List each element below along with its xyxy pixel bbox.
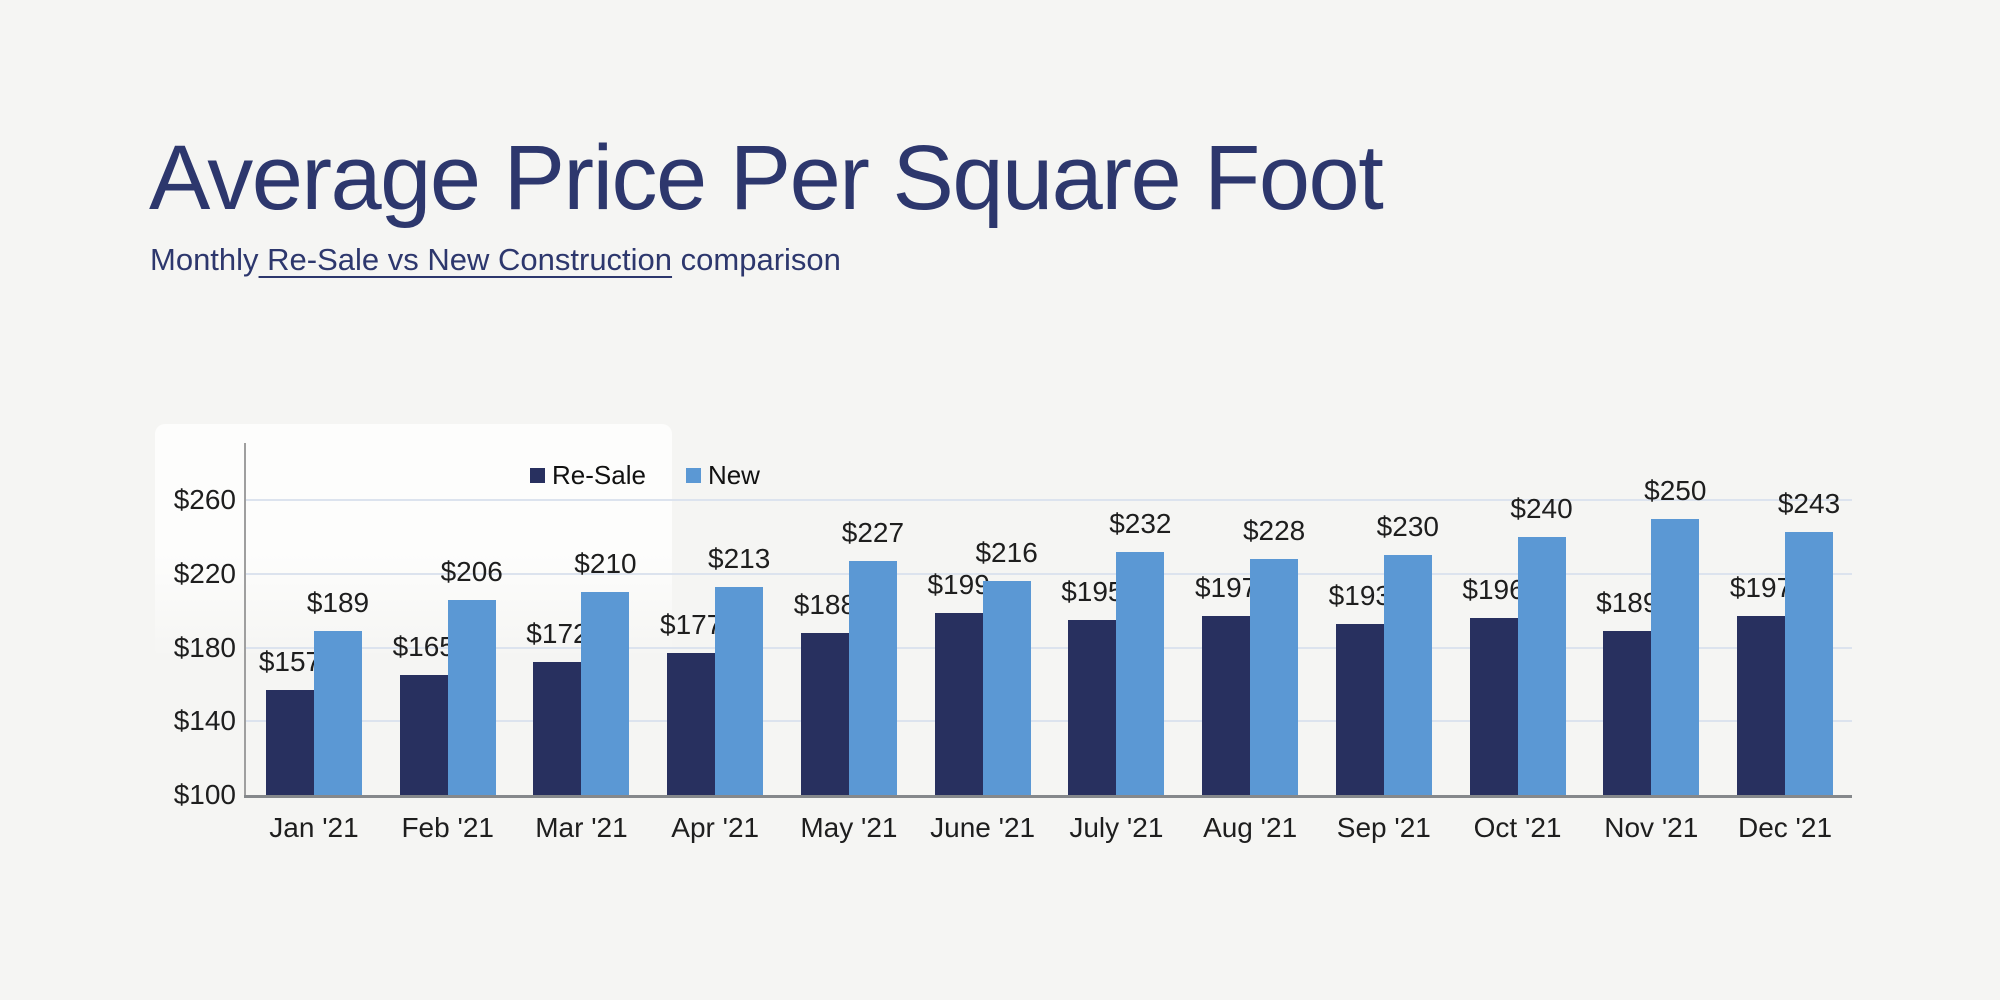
bar-value-label: $206 bbox=[440, 555, 503, 587]
bar-value-label: $232 bbox=[1109, 507, 1172, 539]
bar-value-label: $228 bbox=[1242, 515, 1306, 547]
legend-swatch-resale-icon bbox=[530, 467, 545, 483]
x-axis-label: Aug '21 bbox=[1203, 812, 1298, 843]
subtitle-suffix: comparison bbox=[672, 242, 841, 277]
bar-value-label: $188 bbox=[793, 588, 857, 620]
x-axis-label: Oct '21 bbox=[1473, 812, 1562, 843]
x-axis-label: Apr '21 bbox=[671, 812, 760, 843]
bar-re-sale-12 bbox=[1737, 616, 1786, 795]
x-axis-line bbox=[244, 795, 1852, 798]
bar-re-sale-3 bbox=[533, 662, 582, 795]
bar-value-label: $157 bbox=[258, 645, 322, 677]
bar-value-label: $250 bbox=[1644, 474, 1707, 506]
x-axis-label: Dec '21 bbox=[1737, 812, 1833, 843]
bar-new-10 bbox=[1517, 537, 1566, 795]
gridline bbox=[246, 646, 1852, 649]
x-axis-label: Feb '21 bbox=[401, 812, 494, 843]
bar-re-sale-11 bbox=[1603, 631, 1652, 795]
bar-re-sale-5 bbox=[800, 632, 849, 795]
bar-new-11 bbox=[1651, 518, 1700, 795]
bar-re-sale-8 bbox=[1202, 616, 1251, 795]
x-axis-label: July '21 bbox=[1069, 812, 1164, 843]
bar-re-sale-10 bbox=[1469, 618, 1518, 795]
x-axis-label: June '21 bbox=[930, 812, 1036, 843]
y-axis-label: $100 bbox=[173, 779, 236, 810]
bar-value-label: $243 bbox=[1777, 487, 1841, 519]
chart-legend: Re-Sale New bbox=[530, 460, 760, 490]
bar-re-sale-9 bbox=[1335, 623, 1384, 795]
bar-new-9 bbox=[1383, 555, 1432, 795]
bar-value-label: $172 bbox=[526, 618, 589, 650]
y-axis-label: $140 bbox=[173, 705, 236, 737]
bar-value-label: $193 bbox=[1328, 579, 1391, 611]
bar-value-label: $196 bbox=[1462, 574, 1525, 606]
x-axis-label: Jan '21 bbox=[269, 812, 359, 843]
gridline bbox=[246, 720, 1852, 723]
bar-value-label: $195 bbox=[1061, 575, 1124, 607]
gridline bbox=[246, 572, 1852, 575]
y-axis-label: $260 bbox=[173, 484, 236, 516]
bar-value-label: $230 bbox=[1376, 511, 1439, 543]
page-title: Average Price Per Square Foot bbox=[149, 127, 1384, 229]
bar-value-label: $197 bbox=[1729, 572, 1793, 604]
bar-re-sale-2 bbox=[399, 675, 448, 795]
bar-new-4 bbox=[715, 586, 764, 795]
bar-value-label: $227 bbox=[841, 517, 905, 548]
bar-value-label: $213 bbox=[708, 542, 771, 574]
bar-re-sale-1 bbox=[266, 689, 314, 795]
y-axis-label: $220 bbox=[173, 557, 236, 589]
x-axis-label: Nov '21 bbox=[1604, 812, 1699, 843]
bar-value-label: $177 bbox=[660, 609, 723, 641]
bar-value-label: $240 bbox=[1510, 493, 1573, 525]
bar-new-8 bbox=[1250, 559, 1299, 795]
bar-value-label: $216 bbox=[975, 537, 1038, 569]
legend-swatch-new-icon bbox=[685, 467, 701, 483]
bar-value-label: $210 bbox=[574, 548, 637, 580]
legend-item-new: New bbox=[685, 459, 760, 491]
y-axis-line bbox=[244, 443, 246, 798]
x-axis-label: Mar '21 bbox=[535, 812, 628, 843]
bar-new-6 bbox=[982, 581, 1031, 795]
x-axis-label: Sep '21 bbox=[1336, 812, 1431, 843]
bar-new-12 bbox=[1785, 531, 1834, 795]
bar-value-label: $197 bbox=[1194, 572, 1258, 604]
bar-value-label: $199 bbox=[927, 568, 990, 600]
bar-re-sale-6 bbox=[934, 612, 983, 795]
gridline bbox=[246, 499, 1852, 502]
x-axis-label: May '21 bbox=[800, 812, 898, 843]
bar-re-sale-4 bbox=[667, 653, 716, 795]
legend-label-new: New bbox=[707, 459, 760, 490]
bar-new-1 bbox=[314, 631, 362, 795]
legend-label-resale: Re-Sale bbox=[552, 459, 646, 490]
page-subtitle: Monthly Re-Sale vs New Construction comp… bbox=[150, 240, 841, 280]
subtitle-prefix: Monthly bbox=[150, 242, 259, 277]
bar-value-label: $165 bbox=[392, 631, 455, 663]
bar-new-2 bbox=[447, 599, 496, 795]
bar-new-7 bbox=[1116, 551, 1165, 795]
bar-re-sale-7 bbox=[1068, 619, 1117, 795]
bar-new-5 bbox=[848, 561, 897, 795]
subtitle-link[interactable]: Re-Sale vs New Construction bbox=[258, 242, 673, 277]
legend-item-resale: Re-Sale bbox=[530, 460, 646, 491]
bar-value-label: $189 bbox=[306, 587, 370, 619]
y-axis-label: $180 bbox=[173, 631, 236, 663]
bar-value-label: $189 bbox=[1596, 587, 1659, 619]
bar-new-3 bbox=[581, 592, 630, 795]
